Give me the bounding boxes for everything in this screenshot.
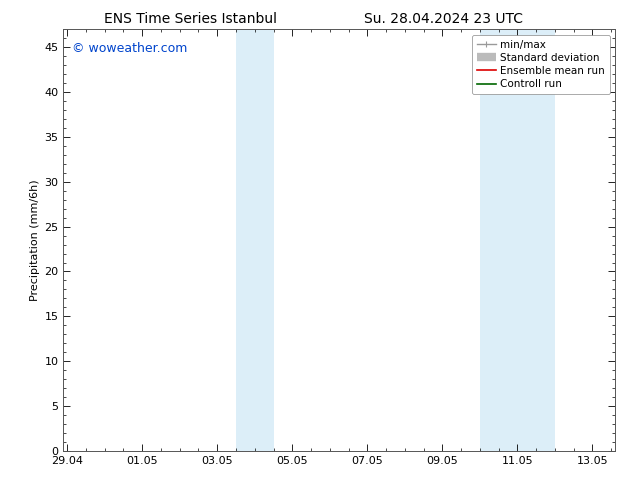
Text: © woweather.com: © woweather.com [72, 42, 187, 55]
Bar [499, 29, 555, 451]
Bar [236, 29, 273, 451]
Bar [480, 29, 499, 451]
Text: Su. 28.04.2024 23 UTC: Su. 28.04.2024 23 UTC [365, 12, 523, 26]
Legend: min/max, Standard deviation, Ensemble mean run, Controll run: min/max, Standard deviation, Ensemble me… [472, 35, 610, 95]
Y-axis label: Precipitation (mm/6h): Precipitation (mm/6h) [30, 179, 40, 301]
Text: ENS Time Series Istanbul: ENS Time Series Istanbul [104, 12, 276, 26]
